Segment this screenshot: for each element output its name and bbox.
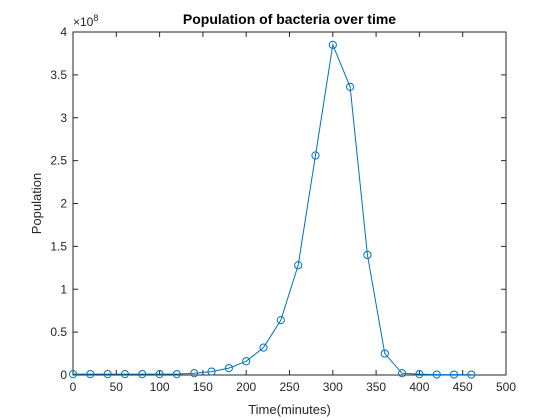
data-point-marker bbox=[155, 370, 164, 379]
data-point-marker bbox=[86, 370, 95, 379]
data-point-marker bbox=[224, 364, 233, 373]
y-tick-label: 0.5 bbox=[50, 325, 67, 339]
y-tick-label: 1 bbox=[60, 282, 67, 296]
x-tick-label: 50 bbox=[110, 380, 124, 394]
x-tick-label: 0 bbox=[70, 380, 77, 394]
y-tick-label: 2.5 bbox=[50, 154, 67, 168]
data-point-marker bbox=[363, 250, 372, 260]
series bbox=[68, 40, 476, 379]
data-point-marker bbox=[207, 367, 216, 376]
data-point-marker bbox=[276, 316, 285, 325]
data-point-marker bbox=[397, 369, 407, 378]
data-point-marker bbox=[138, 370, 147, 379]
data-point-marker bbox=[103, 370, 112, 379]
data-point-marker bbox=[120, 370, 130, 379]
chart-title: Population of bacteria over time bbox=[183, 11, 396, 27]
data-point-marker bbox=[380, 349, 389, 358]
x-tick-label: 250 bbox=[279, 380, 299, 394]
data-point-marker bbox=[346, 82, 355, 91]
data-point-marker bbox=[172, 370, 182, 379]
x-tick-label: 450 bbox=[453, 380, 473, 394]
data-point-marker bbox=[190, 369, 199, 378]
data-point-marker bbox=[449, 370, 459, 379]
y-tick-label: 4 bbox=[60, 25, 67, 39]
data-point-marker bbox=[311, 151, 320, 160]
y-tick-label: 2 bbox=[60, 197, 67, 211]
y-exponent-power: 8 bbox=[93, 13, 98, 23]
data-point-marker bbox=[467, 370, 476, 379]
data-point-marker bbox=[68, 370, 78, 379]
x-tick-label: 200 bbox=[236, 380, 256, 394]
x-tick-label: 400 bbox=[409, 380, 429, 394]
x-axis-ticks: 0 50 100 150 200 250 300 350 400 450 500 bbox=[70, 32, 516, 394]
x-tick-label: 350 bbox=[366, 380, 386, 394]
data-point-marker bbox=[432, 370, 441, 379]
y-tick-label: 3.5 bbox=[50, 68, 67, 82]
data-point-marker bbox=[294, 261, 303, 270]
y-axis-label: Population bbox=[29, 173, 44, 234]
data-point-marker bbox=[242, 357, 251, 366]
axes bbox=[72, 31, 507, 376]
data-point-marker bbox=[328, 40, 337, 49]
y-exponent-base: ×10 bbox=[73, 15, 94, 29]
x-tick-label: 300 bbox=[323, 380, 343, 394]
y-exponent-label: ×108 bbox=[73, 13, 98, 29]
data-point-marker bbox=[415, 370, 424, 379]
y-tick-label: 3 bbox=[60, 111, 67, 125]
y-tick-label: 0 bbox=[60, 368, 67, 382]
x-tick-label: 150 bbox=[193, 380, 213, 394]
plot-area bbox=[72, 31, 507, 376]
data-point-marker bbox=[259, 343, 268, 352]
x-tick-label: 100 bbox=[150, 380, 170, 394]
x-tick-label: 500 bbox=[496, 380, 516, 394]
y-tick-label: 1.5 bbox=[50, 239, 67, 253]
series-line bbox=[73, 43, 472, 376]
x-axis-label: Time(minutes) bbox=[248, 402, 331, 417]
y-axis-ticks: 0 0.5 1 1.5 2 2.5 3 3.5 4 bbox=[50, 25, 506, 382]
